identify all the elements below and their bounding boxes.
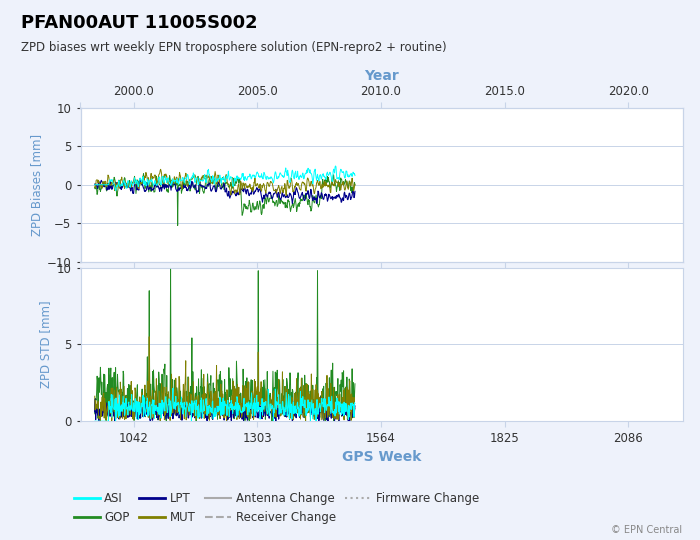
X-axis label: Year: Year [364,70,399,83]
X-axis label: GPS Week: GPS Week [342,450,421,464]
Y-axis label: ZPD STD [mm]: ZPD STD [mm] [39,301,52,388]
Text: © EPN Central: © EPN Central [611,524,682,535]
Text: ZPD biases wrt weekly EPN troposphere solution (EPN-repro2 + routine): ZPD biases wrt weekly EPN troposphere so… [21,40,447,53]
Text: PFAN00AUT 11005S002: PFAN00AUT 11005S002 [21,14,258,31]
Legend: ASI, GOP, LPT, MUT, Antenna Change, Receiver Change, Firmware Change: ASI, GOP, LPT, MUT, Antenna Change, Rece… [69,487,484,529]
Y-axis label: ZPD Biases [mm]: ZPD Biases [mm] [29,134,43,236]
